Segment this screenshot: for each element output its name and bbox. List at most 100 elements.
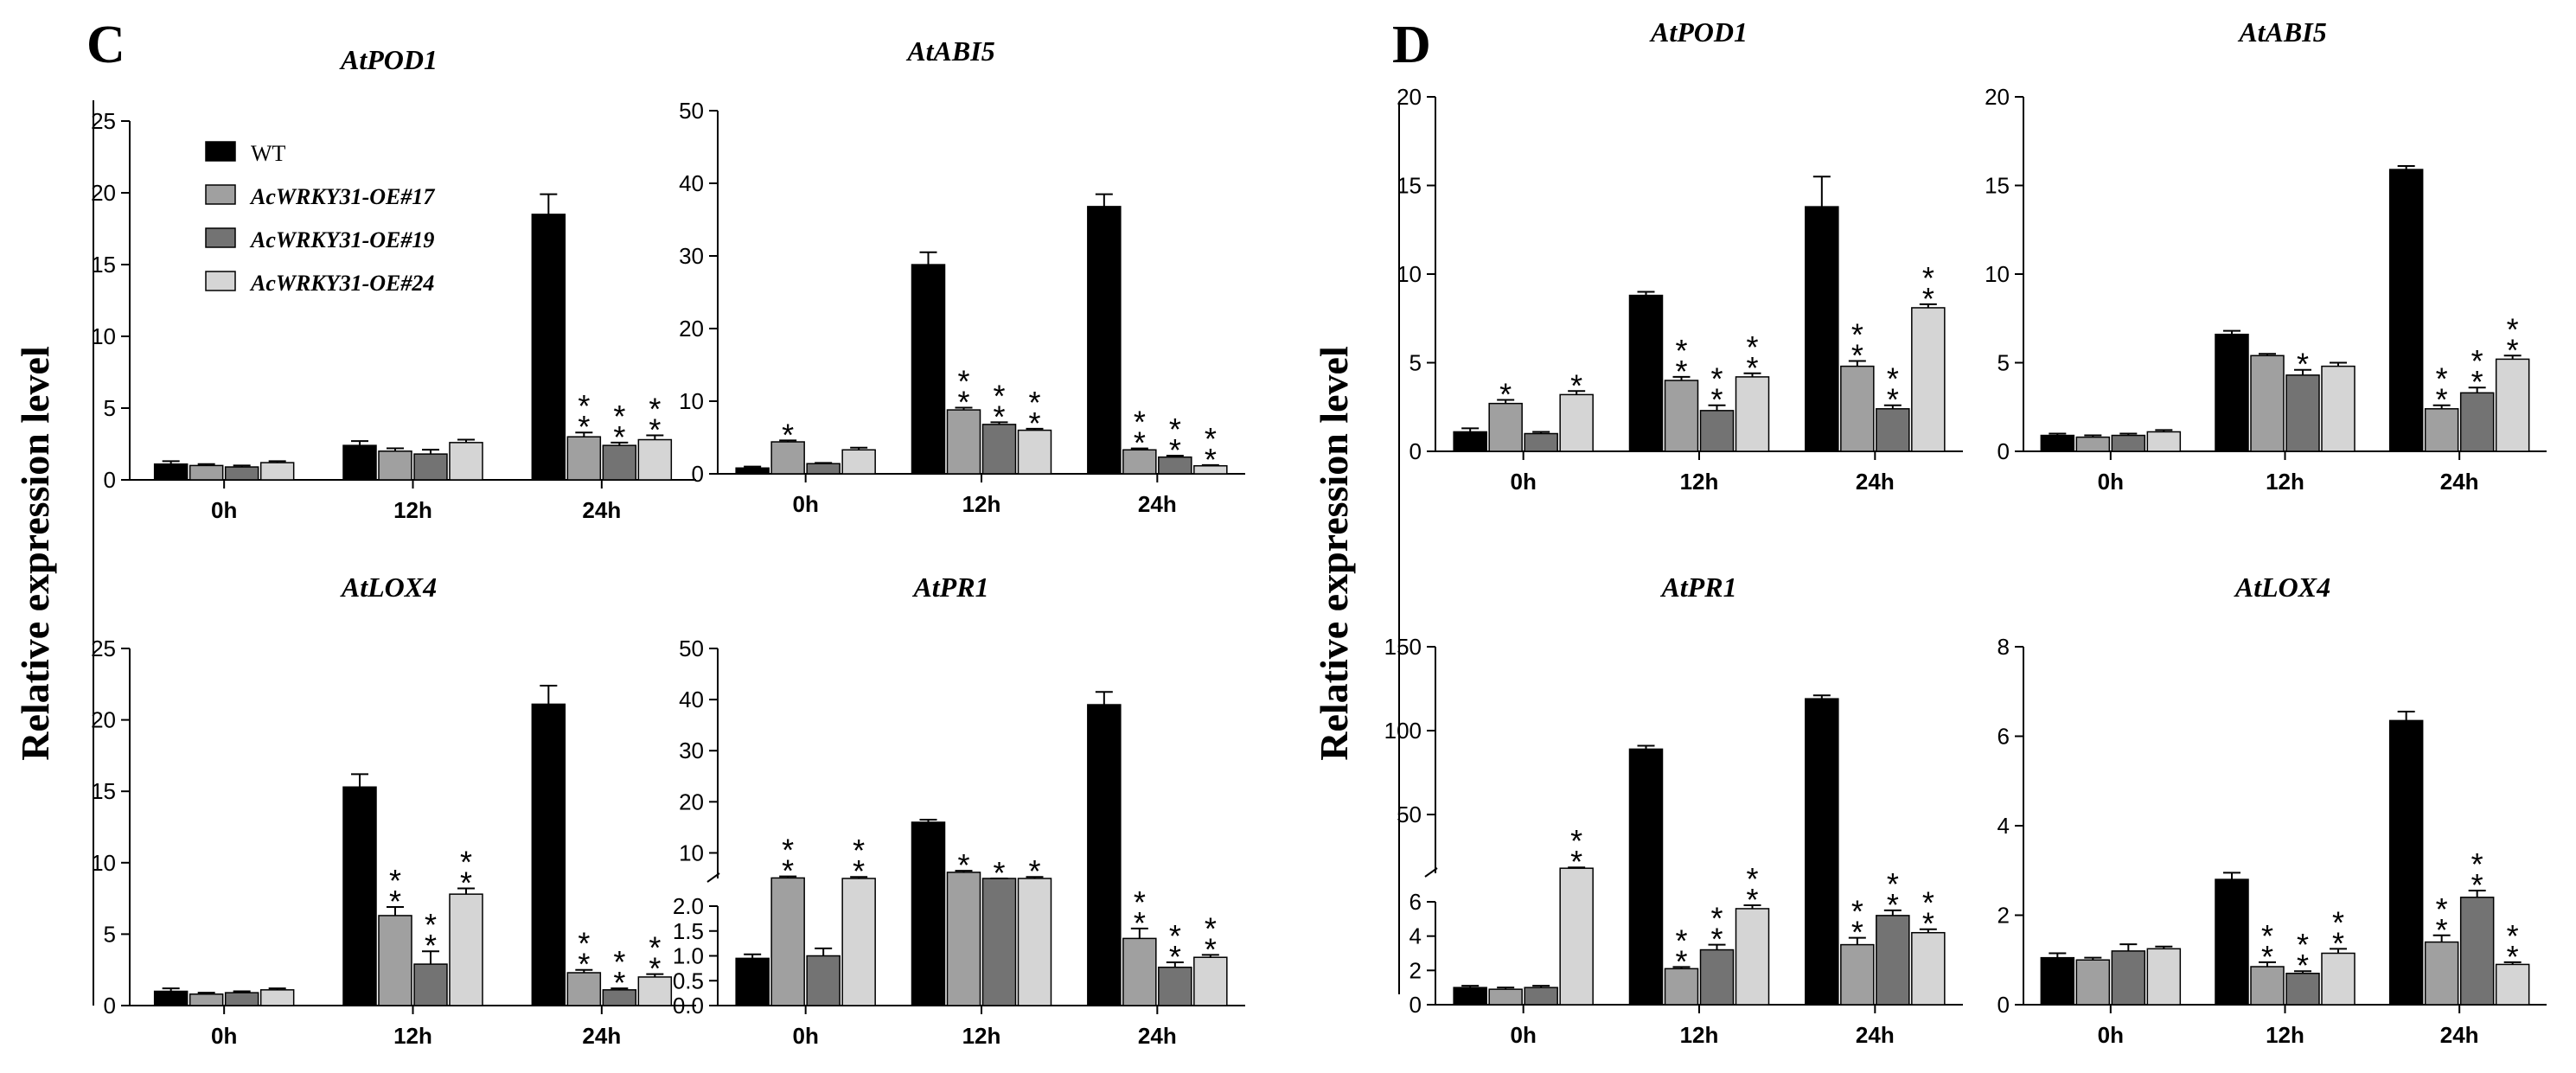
y-tick-label: 30 <box>679 243 704 269</box>
significance-star: * <box>1169 412 1181 447</box>
chart-title: AtLOX4 <box>2234 572 2330 603</box>
significance-star: * <box>1851 337 1863 373</box>
bar-acwrky31-oe-17-24h <box>1840 943 1875 1006</box>
significance-star: * <box>2507 332 2519 367</box>
significance-star: * <box>578 926 590 961</box>
y-tick-label: 25 <box>91 635 116 661</box>
significance-star: * <box>1570 367 1582 403</box>
significance-star: * <box>957 364 969 399</box>
y-tick-label: 150 <box>1384 634 1422 660</box>
y-tick-label: 15 <box>1985 173 2010 199</box>
bar-acwrky31-oe-24-24h <box>637 438 673 481</box>
bar-wt-12h <box>2215 878 2249 1006</box>
significance-star: * <box>649 412 661 448</box>
x-tick-label: 0h <box>1510 469 1536 495</box>
bar-acwrky31-oe-17-0h <box>189 993 224 1006</box>
bar-acwrky31-oe-24-12h <box>1735 376 1770 452</box>
significance-star: * <box>425 928 437 963</box>
y-tick-label: 15 <box>91 778 116 804</box>
bar-wt-12h <box>1628 748 1664 1006</box>
significance-star: * <box>1134 885 1146 920</box>
bar-wt-0h <box>1453 987 1487 1006</box>
significance-star: * <box>460 865 472 901</box>
bar-acwrky31-oe-19-12h <box>981 424 1017 475</box>
y-tick-label: 40 <box>679 170 704 196</box>
bar-wt-24h <box>531 214 566 481</box>
panel-letter-c: C <box>86 16 125 74</box>
y-tick-label: 50 <box>679 98 704 124</box>
bar-wt-12h <box>911 821 946 1006</box>
significance-star: * <box>2471 364 2483 399</box>
bar-wt-24h <box>1087 206 1122 475</box>
bar-acwrky31-oe-19-0h <box>806 463 841 475</box>
y-tick-label: 0 <box>104 993 116 1019</box>
significance-star: * <box>613 419 625 455</box>
significance-star: * <box>389 884 401 919</box>
bar-acwrky31-oe-19-24h <box>2459 392 2495 452</box>
bar-acwrky31-oe-17-0h <box>2075 436 2111 452</box>
bar-acwrky31-oe-17-24h <box>1840 365 1875 452</box>
legend-label-oe24: AcWRKY31-OE#24 <box>249 271 434 296</box>
panel-d-ylabel: Relative expression level <box>1312 346 1356 761</box>
chart-c-atpr1: AtPR10.00.51.01.52.010203040500h****12h*… <box>673 572 1245 1049</box>
y-tick-label: 2 <box>1409 957 1422 983</box>
bar-wt-12h <box>1628 294 1664 452</box>
bar-acwrky31-oe-17-12h <box>2250 354 2285 452</box>
x-tick-label: 0h <box>792 491 818 517</box>
x-tick-label: 12h <box>393 497 432 523</box>
significance-star: * <box>1710 382 1723 418</box>
bar-acwrky31-oe-17-0h <box>1488 402 1523 452</box>
significance-star: * <box>1922 885 1934 921</box>
significance-star: * <box>1710 901 1723 936</box>
y-tick-label: 10 <box>679 840 704 865</box>
y-tick-label: 20 <box>679 316 704 342</box>
significance-star: * <box>460 845 472 880</box>
bar-acwrky31-oe-17-12h <box>378 915 412 1006</box>
y-tick-label: 15 <box>91 252 116 278</box>
legend-swatch-oe24 <box>205 271 236 291</box>
significance-star: * <box>649 392 661 427</box>
bar-acwrky31-oe-24-24h <box>1911 307 1946 452</box>
bar-acwrky31-oe-17-24h <box>1122 937 1157 1006</box>
bar-acwrky31-oe-17-0h <box>189 464 224 481</box>
chart-title: AtPR1 <box>911 572 988 603</box>
y-tick-label: 25 <box>91 108 116 134</box>
bar-acwrky31-oe-24-24h <box>1193 956 1228 1006</box>
significance-star: * <box>1169 432 1181 468</box>
significance-star: * <box>1169 918 1181 954</box>
significance-star: * <box>649 930 661 966</box>
x-tick-label: 24h <box>1856 1022 1895 1048</box>
significance-star: * <box>1922 260 1934 296</box>
significance-star: * <box>1570 844 1582 879</box>
x-tick-label: 0h <box>211 497 237 523</box>
x-tick-label: 12h <box>1680 469 1719 495</box>
bar-acwrky31-oe-24-12h <box>1017 429 1052 475</box>
x-tick-label: 24h <box>2440 469 2479 495</box>
significance-star: * <box>782 833 794 868</box>
significance-star: * <box>1134 425 1146 461</box>
bar-acwrky31-oe-24-0h <box>2146 431 2182 452</box>
bar-acwrky31-oe-19-0h <box>2111 434 2146 452</box>
significance-star: * <box>1570 823 1582 859</box>
significance-star: * <box>1887 887 1899 923</box>
x-tick-label: 12h <box>1680 1022 1719 1048</box>
chart-title: AtABI5 <box>905 35 994 67</box>
x-tick-label: 24h <box>1856 469 1895 495</box>
significance-star: * <box>2507 918 2519 954</box>
significance-star: * <box>1169 939 1181 974</box>
significance-star: * <box>2507 311 2519 347</box>
y-tick-label: 0 <box>1409 992 1422 1018</box>
bar-acwrky31-oe-24-0h <box>2146 948 2182 1006</box>
bar-acwrky31-oe-24-24h <box>2495 358 2530 452</box>
significance-star: * <box>1028 385 1040 420</box>
significance-star: * <box>2436 382 2448 418</box>
bar-wt-0h <box>2040 956 2075 1006</box>
significance-star: * <box>2471 867 2483 903</box>
significance-star: * <box>2297 347 2309 382</box>
x-tick-label: 0h <box>792 1023 818 1049</box>
bar-acwrky31-oe-24-12h <box>449 442 483 481</box>
bar-acwrky31-oe-17-12h <box>946 872 981 1006</box>
significance-star: * <box>1746 329 1758 365</box>
